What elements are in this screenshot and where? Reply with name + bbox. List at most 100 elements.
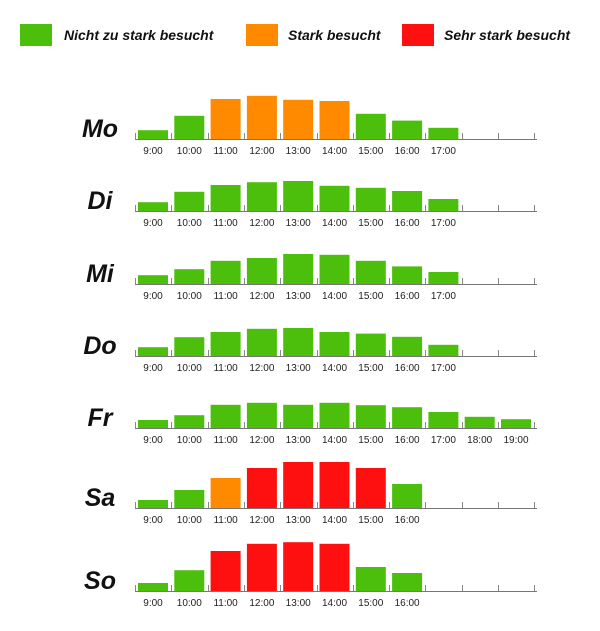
bar-di-12:00 [246,182,277,211]
hour-label: 11:00 [213,291,238,302]
legend-swatch-stark [246,24,278,46]
bar-di-13:00 [283,181,314,211]
hour-label: 10:00 [177,146,202,157]
hour-label: 9:00 [143,291,163,302]
bar-fr-11:00 [210,404,241,428]
bar-fr-10:00 [174,415,205,428]
hour-label: 13:00 [286,598,311,609]
bar-so-14:00 [319,543,350,591]
bar-mi-17:00 [428,272,459,284]
hour-label: 10:00 [177,435,202,446]
legend-swatch-sehr-stark [402,24,434,46]
hour-label: 12:00 [249,146,274,157]
day-label-mo: Mo [82,115,118,143]
hour-label: 11:00 [213,515,238,526]
hour-label: 14:00 [322,435,347,446]
hour-label: 13:00 [286,218,311,229]
bar-sa-15:00 [355,468,386,508]
hour-label: 11:00 [213,146,238,157]
hour-label: 18:00 [467,435,492,446]
bar-do-9:00 [138,347,168,356]
bar-do-10:00 [174,337,205,356]
hour-label: 14:00 [322,291,347,302]
hour-label: 12:00 [249,363,274,374]
hour-label: 16:00 [395,598,420,609]
hour-label: 12:00 [249,291,274,302]
hour-label: 16:00 [395,363,420,374]
bar-fr-15:00 [355,405,386,428]
bar-fr-18:00 [464,416,495,428]
day-label-fr: Fr [88,404,114,432]
bar-do-12:00 [246,328,277,356]
bar-mo-10:00 [174,115,205,139]
bar-mi-14:00 [319,254,350,284]
bar-do-17:00 [428,344,459,356]
hour-label: 14:00 [322,515,347,526]
bar-sa-13:00 [283,462,314,508]
bar-so-10:00 [174,570,205,591]
bar-do-13:00 [283,328,314,356]
hour-label: 15:00 [358,363,383,374]
bar-fr-12:00 [246,402,277,428]
day-label-di: Di [88,187,114,215]
bar-do-15:00 [355,333,386,356]
hour-label: 14:00 [322,598,347,609]
bar-fr-9:00 [138,420,168,428]
bar-do-14:00 [319,332,350,356]
bar-di-16:00 [392,191,423,211]
hour-label: 14:00 [322,146,347,157]
hour-label: 12:00 [249,218,274,229]
bar-mo-14:00 [319,101,350,139]
day-label-mi: Mi [86,260,115,288]
hour-label: 13:00 [286,515,311,526]
bar-sa-12:00 [246,468,277,508]
bar-mo-12:00 [246,95,277,139]
bar-mo-16:00 [392,120,423,139]
bar-mi-15:00 [355,260,386,284]
hour-label: 10:00 [177,363,202,374]
bar-mo-9:00 [138,130,168,139]
bar-di-10:00 [174,191,205,211]
bar-mi-9:00 [138,275,168,284]
hour-label: 15:00 [358,218,383,229]
hour-label: 16:00 [395,146,420,157]
bar-so-9:00 [138,583,168,591]
day-label-sa: Sa [85,484,116,512]
hour-label: 16:00 [395,435,420,446]
bar-di-11:00 [210,185,241,211]
bar-di-14:00 [319,185,350,211]
hour-label: 11:00 [213,363,238,374]
bar-fr-19:00 [501,419,531,428]
hour-label: 12:00 [249,515,274,526]
bar-di-17:00 [428,199,459,211]
hour-label: 16:00 [395,218,420,229]
bar-mi-11:00 [210,260,241,284]
hour-label: 17:00 [431,291,456,302]
hour-label: 15:00 [358,435,383,446]
bar-do-11:00 [210,332,241,356]
hour-label: 12:00 [249,435,274,446]
bar-so-16:00 [392,573,423,591]
hour-label: 15:00 [358,146,383,157]
hour-label: 17:00 [431,435,456,446]
bar-mi-16:00 [392,266,423,284]
legend-label-normal: Nicht zu stark besucht [64,27,214,43]
hour-label: 15:00 [358,515,383,526]
hour-label: 17:00 [431,363,456,374]
hour-label: 13:00 [286,291,311,302]
hour-label: 10:00 [177,218,202,229]
hour-label: 10:00 [177,515,202,526]
hour-label: 9:00 [143,146,163,157]
hour-label: 10:00 [177,291,202,302]
hour-label: 9:00 [143,598,163,609]
bar-so-15:00 [355,567,386,591]
hour-label: 9:00 [143,363,163,374]
bar-di-15:00 [355,187,386,211]
hour-label: 10:00 [177,598,202,609]
bar-fr-14:00 [319,402,350,428]
hour-label: 12:00 [249,598,274,609]
legend-label-sehr-stark: Sehr stark besucht [444,27,571,43]
hour-label: 15:00 [358,291,383,302]
bar-so-12:00 [246,543,277,591]
bar-mo-11:00 [210,99,241,139]
